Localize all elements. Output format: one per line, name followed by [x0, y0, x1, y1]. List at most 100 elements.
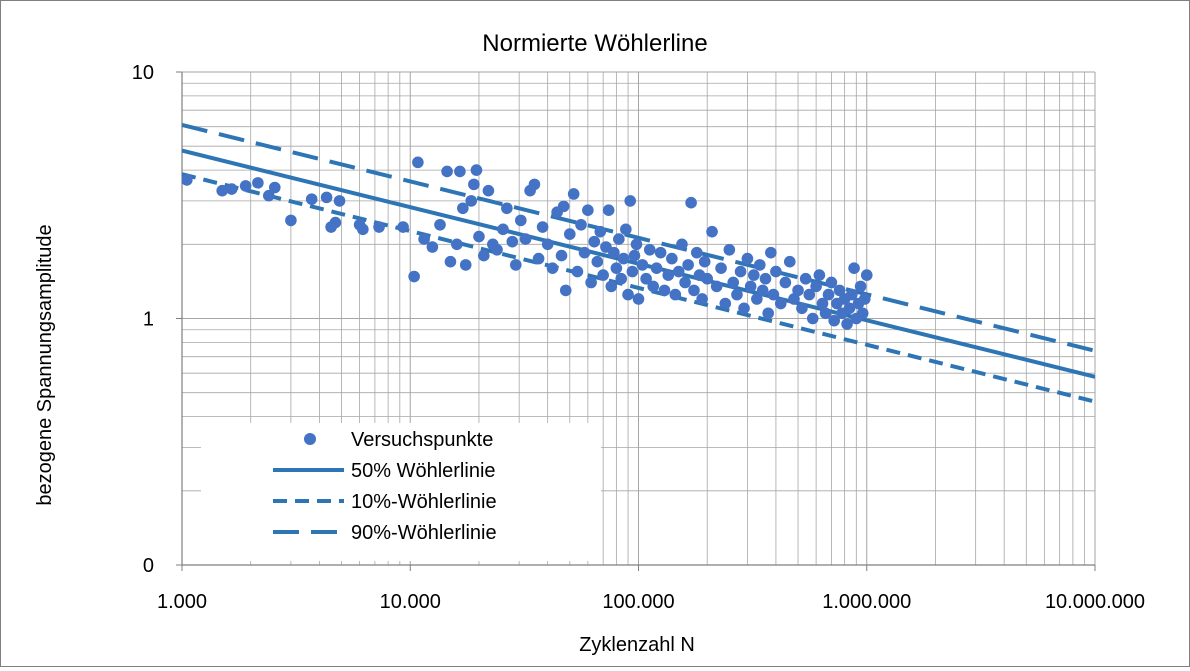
data-point	[626, 265, 639, 278]
data-point	[285, 214, 297, 227]
data-point	[765, 246, 777, 259]
data-point	[454, 165, 466, 178]
data-point	[799, 272, 812, 285]
data-point	[822, 288, 835, 301]
data-point	[451, 238, 463, 251]
data-point	[528, 178, 541, 191]
data-point	[582, 204, 594, 217]
data-point	[658, 284, 671, 297]
data-point	[268, 181, 281, 194]
data-point	[333, 195, 346, 207]
legend: Versuchspunkte 50% Wöhlerlinie 10%-Wöhlerl…	[201, 423, 601, 561]
data-point	[845, 288, 858, 301]
data-point	[762, 307, 774, 320]
data-point	[329, 216, 342, 229]
data-point	[796, 302, 808, 315]
data-point	[459, 259, 472, 271]
data-point	[501, 202, 513, 215]
data-point	[622, 288, 634, 301]
data-point	[813, 269, 826, 281]
data-point	[710, 280, 723, 293]
data-point	[630, 238, 643, 251]
legend-label: 50% Wöhlerlinie	[351, 460, 496, 482]
data-point	[305, 193, 318, 205]
data-point	[605, 280, 618, 293]
legend-box	[201, 423, 601, 561]
data-point	[252, 177, 264, 189]
data-point	[751, 293, 763, 305]
data-point	[734, 265, 747, 278]
data-point	[636, 259, 649, 271]
data-point	[519, 233, 532, 245]
data-point	[731, 288, 743, 301]
data-point	[457, 202, 469, 215]
data-point	[571, 265, 584, 278]
data-point	[748, 269, 760, 281]
data-point	[843, 302, 856, 315]
data-point	[473, 230, 485, 243]
data-point	[262, 189, 275, 202]
data-point	[216, 184, 228, 197]
data-point	[585, 276, 597, 289]
data-point	[497, 223, 509, 236]
data-point	[719, 297, 732, 310]
data-point	[444, 255, 457, 268]
data-point	[767, 288, 780, 301]
data-point	[412, 156, 424, 169]
data-point	[418, 233, 430, 245]
data-point	[696, 293, 708, 305]
data-point	[803, 288, 816, 301]
data-point	[647, 280, 660, 293]
data-point	[591, 255, 604, 268]
data-point	[536, 221, 549, 233]
series-line-3	[182, 122, 1095, 353]
data-point	[698, 255, 711, 268]
data-point	[555, 249, 568, 262]
data-point	[741, 252, 754, 265]
data-point	[688, 284, 700, 297]
data-point	[754, 259, 766, 271]
data-point	[770, 265, 782, 278]
data-point	[470, 164, 483, 176]
data-point	[514, 214, 527, 227]
data-point	[632, 293, 645, 305]
data-point	[373, 221, 385, 233]
data-point	[833, 284, 846, 297]
data-point	[509, 259, 522, 271]
data-point	[682, 259, 694, 271]
x-tick-label: 10.000.000	[1045, 591, 1145, 613]
data-point	[738, 302, 750, 315]
data-point	[841, 318, 853, 330]
data-point	[567, 188, 580, 200]
data-point	[848, 262, 860, 274]
data-point	[806, 312, 819, 325]
x-axis-label: Zyklenzahl N	[579, 634, 695, 656]
data-point	[610, 262, 623, 274]
data-point	[854, 280, 867, 293]
legend-marker-scatter	[304, 433, 316, 445]
data-point	[182, 174, 193, 186]
series-layer	[182, 122, 1095, 404]
y-axis-label: bezogene Spannungsamplitude	[34, 224, 56, 505]
series-line-2	[182, 172, 1095, 404]
data-point	[491, 243, 503, 256]
data-point	[408, 270, 420, 283]
data-point	[624, 195, 637, 207]
data-point	[860, 269, 873, 281]
data-point	[602, 204, 615, 217]
data-point	[679, 276, 691, 289]
data-point	[662, 269, 675, 281]
data-point	[779, 276, 792, 289]
data-point	[506, 235, 519, 248]
data-point	[594, 225, 607, 238]
data-point	[608, 246, 620, 259]
x-tick-label: 100.000	[602, 591, 674, 613]
data-point	[546, 262, 559, 274]
y-tick-label: 10	[132, 62, 154, 84]
data-point	[320, 191, 333, 204]
data-point	[434, 218, 446, 231]
data-point	[810, 280, 822, 293]
x-tick-label: 10.000	[380, 591, 441, 613]
data-point	[825, 276, 838, 289]
data-point	[468, 178, 480, 191]
